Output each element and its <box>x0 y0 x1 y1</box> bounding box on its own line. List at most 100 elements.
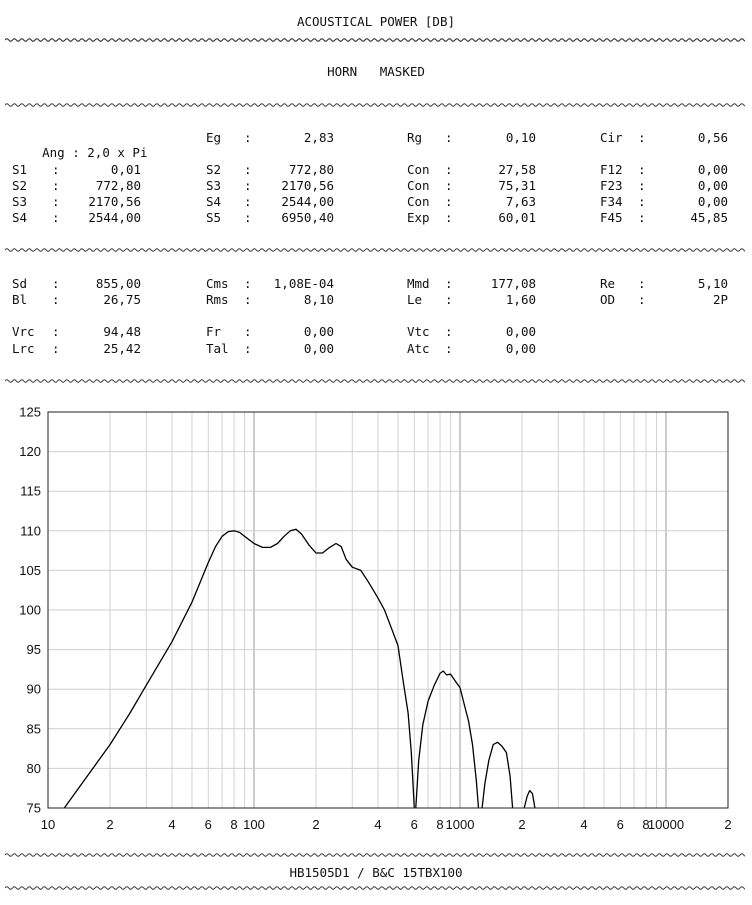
param-value: 0,00 <box>505 324 536 339</box>
param-value: 0,01 <box>110 162 141 177</box>
param-value: 2P <box>712 292 728 307</box>
param-value: 772,80 <box>95 178 141 193</box>
param-value: 855,00 <box>95 276 141 291</box>
x-tick-label: 100 <box>243 817 265 832</box>
x-tick-label: 6 <box>411 817 418 832</box>
response-curve-segment <box>481 741 514 809</box>
y-tick-label: 95 <box>27 642 41 657</box>
param-value: 2,83 <box>303 130 334 145</box>
x-tick-label: 4 <box>580 817 587 832</box>
separator-line <box>5 103 745 107</box>
param-label: Atc <box>407 341 430 356</box>
x-tick-label: 2 <box>724 817 731 832</box>
param-label: Sd <box>12 276 28 291</box>
param-label: S4 <box>12 210 28 225</box>
y-tick-label: 115 <box>20 484 41 499</box>
param-value: 0,00 <box>697 162 728 177</box>
param-label: Ang <box>42 145 65 160</box>
param-value: 177,08 <box>490 276 536 291</box>
param-label: Con <box>407 194 430 209</box>
param-label: Tal <box>206 341 229 356</box>
param-label: S2 <box>12 178 28 193</box>
param-value: 2544,00 <box>88 210 141 225</box>
y-tick-label: 75 <box>27 801 41 816</box>
x-tick-label: 2 <box>106 817 113 832</box>
param-label: Re <box>600 276 616 291</box>
y-tick-label: 125 <box>19 405 41 420</box>
wavy-rule <box>5 886 745 890</box>
response-curve <box>63 528 536 809</box>
y-tick-label: 110 <box>20 523 41 538</box>
x-tick-label: 2 <box>518 817 525 832</box>
param-label: Vrc <box>12 324 35 339</box>
param-label: Bl <box>12 292 28 307</box>
param-value: 2170,56 <box>88 194 141 209</box>
param-value: 0,56 <box>697 130 728 145</box>
param-label: S3 <box>206 178 222 193</box>
param-value: 1,08E-04 <box>273 276 334 291</box>
param-label: F45 <box>600 210 623 225</box>
param-label: Eg <box>206 130 222 145</box>
param-label: Cms <box>206 276 229 291</box>
param-label: F23 <box>600 178 623 193</box>
param-label: Mmd <box>407 276 430 291</box>
param-value: 0,00 <box>697 178 728 193</box>
param-label: Exp <box>407 210 430 225</box>
wavy-rule <box>5 248 745 252</box>
x-tick-label: 2 <box>312 817 319 832</box>
param-label: Le <box>407 292 423 307</box>
x-tick-label: 4 <box>168 817 175 832</box>
response-curve-segment <box>415 670 480 809</box>
param-value: 0,00 <box>303 341 334 356</box>
param-label: S2 <box>206 162 222 177</box>
footer-label: HB1505D1 / B&C 15TBX100 <box>289 865 463 880</box>
param-value: 8,10 <box>303 292 334 307</box>
x-tick-label: 6 <box>205 817 212 832</box>
x-tick-label: 8 <box>230 817 237 832</box>
y-tick-label: 120 <box>19 444 41 459</box>
subtitle: HORN MASKED <box>327 64 425 79</box>
separator-line <box>5 853 745 857</box>
param-value: 6950,40 <box>281 210 334 225</box>
x-tick-label: 4 <box>374 817 381 832</box>
param-label: Con <box>407 178 430 193</box>
response-curve-segment <box>63 528 415 809</box>
param-value: 25,42 <box>103 341 141 356</box>
param-label: S1 <box>12 162 28 177</box>
axis-ticks: 75 80 85 90 95 100 105 110 115 120 125 10 2 4 6 8 100 2 4 6… <box>19 405 731 833</box>
separator-line <box>5 379 745 383</box>
param-value: 2170,56 <box>281 178 334 193</box>
wavy-rule <box>5 379 745 383</box>
x-tick-label: 10000 <box>648 817 684 832</box>
x-tick-label: 8 <box>642 817 649 832</box>
y-tick-label: 105 <box>19 563 41 578</box>
page-title: ACOUSTICAL POWER [DB] <box>296 14 456 29</box>
param-value: 27,58 <box>498 162 536 177</box>
y-tick-label: 90 <box>27 682 41 697</box>
param-value: 5,10 <box>697 276 728 291</box>
param-label: Rms <box>206 292 229 307</box>
y-tick-label: 85 <box>27 721 41 736</box>
param-value: 94,48 <box>103 324 141 339</box>
param-label: Rg <box>407 130 423 145</box>
frequency-response-chart: 75 80 85 90 95 100 105 110 115 120 125 10 2 4 6 8 100 2 4 6… <box>19 405 731 833</box>
param-value: 0,00 <box>303 324 334 339</box>
param-label: Cir <box>600 130 623 145</box>
wavy-rule <box>5 103 745 107</box>
param-value: 0,00 <box>697 194 728 209</box>
param-value: 0,10 <box>505 130 536 145</box>
param-label: Con <box>407 162 430 177</box>
param-label: F12 <box>600 162 623 177</box>
plot-frame <box>47 411 729 809</box>
param-label: Vtc <box>407 324 430 339</box>
x-tick-label: 10 <box>41 817 55 832</box>
param-label: F34 <box>600 194 623 209</box>
param-value: 7,63 <box>505 194 536 209</box>
param-label: S4 <box>206 194 222 209</box>
wavy-rule <box>5 38 745 42</box>
separator-line <box>5 248 745 252</box>
param-value: 45,85 <box>690 210 728 225</box>
response-curve-segment <box>523 789 536 809</box>
param-label: S5 <box>206 210 222 225</box>
param-value: 26,75 <box>103 292 141 307</box>
